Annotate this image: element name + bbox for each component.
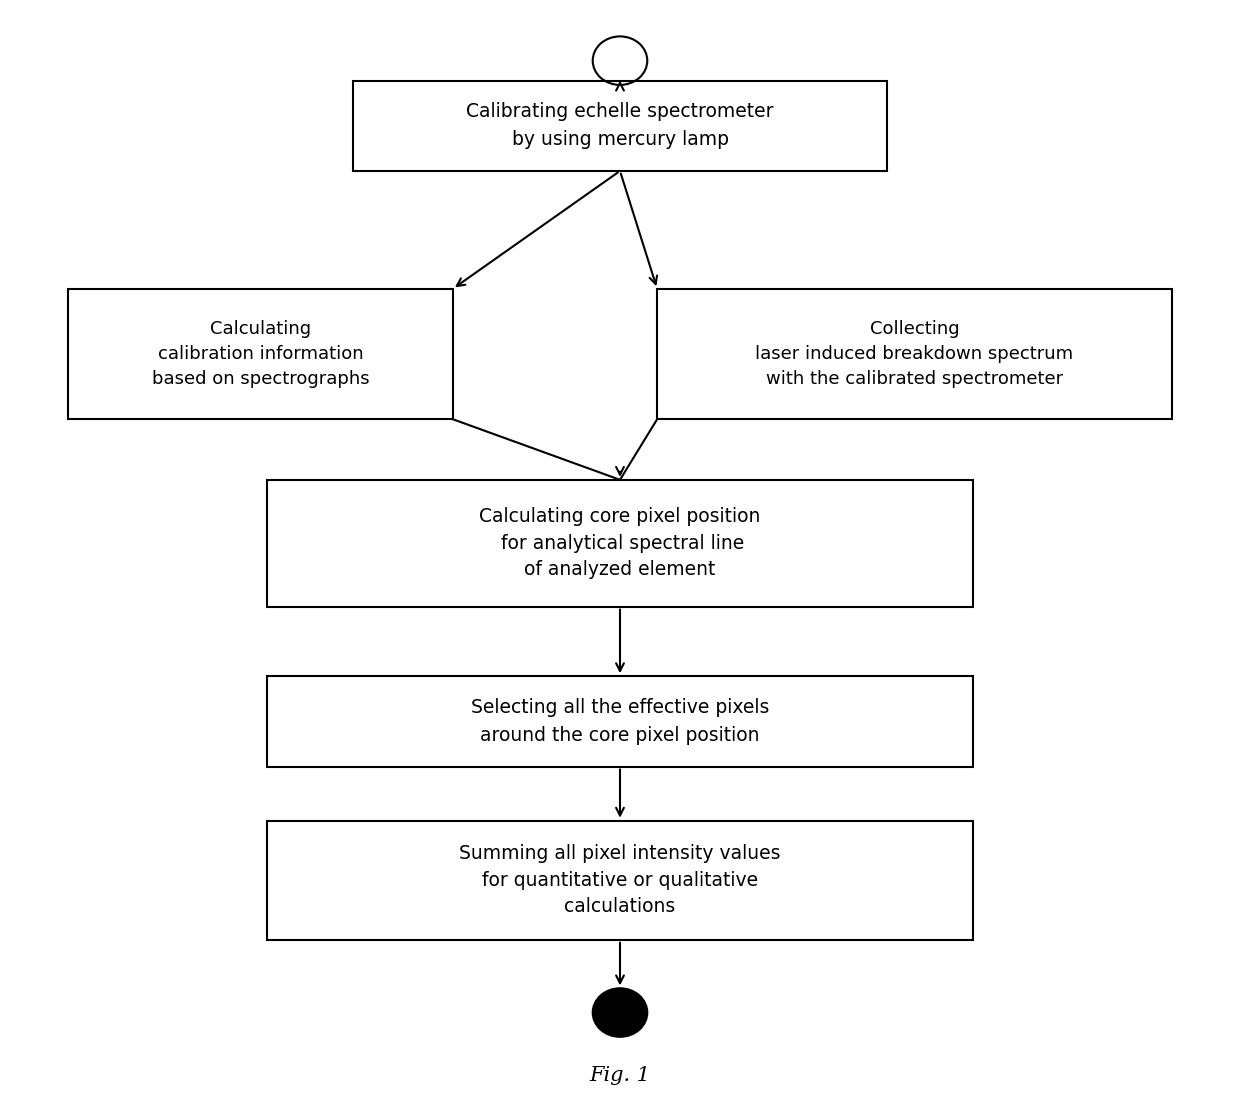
Text: Calculating core pixel position
 for analytical spectral line
of analyzed elemen: Calculating core pixel position for anal… (480, 507, 760, 579)
FancyBboxPatch shape (353, 81, 887, 171)
FancyBboxPatch shape (657, 289, 1172, 419)
FancyBboxPatch shape (267, 480, 973, 607)
Text: Selecting all the effective pixels
around the core pixel position: Selecting all the effective pixels aroun… (471, 698, 769, 745)
FancyBboxPatch shape (267, 676, 973, 767)
FancyBboxPatch shape (267, 821, 973, 940)
Text: Summing all pixel intensity values
for quantitative or qualitative
calculations: Summing all pixel intensity values for q… (459, 844, 781, 917)
Text: Collecting
laser induced breakdown spectrum
with the calibrated spectrometer: Collecting laser induced breakdown spect… (755, 320, 1074, 388)
Text: Calculating
calibration information
based on spectrographs: Calculating calibration information base… (151, 320, 370, 388)
Text: Fig. 1: Fig. 1 (589, 1065, 651, 1085)
Text: Calibrating echelle spectrometer
by using mercury lamp: Calibrating echelle spectrometer by usin… (466, 103, 774, 149)
FancyBboxPatch shape (68, 289, 453, 419)
Circle shape (593, 988, 647, 1037)
